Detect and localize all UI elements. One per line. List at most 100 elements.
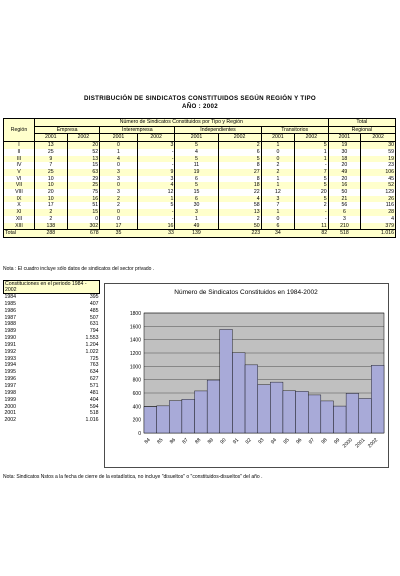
table-cell: 20 [34, 189, 68, 196]
table-cell: - [294, 215, 329, 223]
year-header: 2002 [66, 133, 101, 143]
y-tick-label: 800 [133, 378, 142, 384]
year-header: 2002 [217, 133, 262, 143]
x-tick-label: 89 [207, 437, 215, 445]
period-row: 1997 571 [4, 383, 100, 390]
bar [143, 406, 157, 434]
table-cell: 13 [217, 209, 262, 216]
bar [371, 365, 385, 434]
period-value: 1.022 [85, 348, 99, 355]
table-cell: 10 [34, 175, 68, 183]
table-cell: - [136, 155, 176, 163]
total-sub-header: Regional [327, 125, 397, 135]
bar [244, 364, 258, 434]
table-cell: 17 [34, 202, 68, 210]
period-row: 2000 594 [4, 404, 100, 411]
table-cell: 5 [174, 141, 219, 149]
table-cell: 15 [66, 209, 101, 216]
bar [206, 379, 220, 434]
table-cell: 9 [136, 168, 176, 176]
table-cell: 20 [327, 175, 362, 183]
table-cell: 50 [327, 189, 362, 196]
table-cell: 1 [99, 148, 138, 156]
sindicatos-bar-chart: Número de Sindicatos Constituidos en 198… [104, 283, 389, 468]
table-cell: 30 [174, 202, 219, 210]
table-cell: 28 [360, 209, 396, 216]
chart-title: Número de Sindicatos Constituidos en 198… [174, 289, 318, 296]
table-cell: - [136, 215, 176, 223]
bar [320, 400, 334, 434]
table-cell: 10 [34, 195, 68, 203]
table-cell: 12 [136, 189, 176, 196]
table-cell: 20 [327, 162, 362, 169]
table-cell: 49 [327, 168, 362, 176]
table-cell: 30 [327, 148, 362, 156]
table-cell: 0 [99, 182, 138, 190]
period-value: 571 [89, 382, 99, 389]
period-row: 1995 634 [4, 369, 100, 376]
year-header: 2001 [260, 133, 296, 143]
table-cell: 3 [136, 141, 176, 149]
y-tick-label: 200 [133, 418, 142, 424]
table-cell: 3 [327, 215, 362, 223]
period-row: 1988 631 [4, 321, 100, 328]
region-label: VIII [3, 189, 35, 196]
table-cell: 5 [294, 141, 329, 149]
bar [282, 390, 296, 434]
period-row: 2001 518 [4, 410, 100, 417]
bar [232, 352, 246, 434]
table-cell: 0 [260, 215, 296, 223]
region-label: V [3, 168, 35, 176]
table-cell: 2 [99, 202, 138, 210]
period-row: 1992 1.022 [4, 349, 100, 356]
table-cell: 0 [99, 162, 138, 169]
year-header: 2001 [174, 133, 219, 143]
x-tick-label: 87 [181, 437, 189, 445]
period-value: 395 [89, 294, 99, 300]
table-cell: 19 [174, 168, 219, 176]
period-year: 1994 [4, 362, 17, 369]
table-cell: 1 [136, 195, 176, 203]
table-cell: 30 [360, 141, 396, 149]
table-cell: 29 [66, 175, 101, 183]
table-cell: 51 [66, 202, 101, 210]
total-cell: 35 [115, 230, 122, 237]
table-cell: 58 [217, 202, 262, 210]
table-cell: 50 [217, 222, 262, 230]
region-label: IX [3, 195, 35, 203]
x-tick-label: 88 [194, 437, 202, 445]
table-cell: 9 [34, 155, 68, 163]
table-cell: 11 [294, 222, 329, 230]
period-year: 1984 [4, 294, 17, 300]
period-year: 1998 [4, 389, 17, 396]
year-header: 2001 [99, 133, 138, 143]
total-cell: 678 [90, 230, 99, 237]
table-cell: 5 [174, 155, 219, 163]
table-cell: 2 [260, 168, 296, 176]
table-cell: 25 [66, 182, 101, 190]
table-cell: 3 [99, 175, 138, 183]
x-tick-label: 85 [156, 437, 164, 445]
period-year: 1991 [4, 341, 17, 348]
period-year: 1988 [4, 321, 17, 328]
table-cell: 2 [34, 209, 68, 216]
table-cell: 13 [34, 141, 68, 149]
table-cell: 5 [294, 182, 329, 190]
table-cell: 0 [260, 155, 296, 163]
x-tick-label: 98 [320, 437, 328, 445]
table-cell: 1 [294, 155, 329, 163]
period-value: 518 [89, 410, 99, 417]
x-tick-label: 92 [245, 437, 253, 445]
period-row: 1986 485 [4, 308, 100, 315]
table-cell: 302 [66, 222, 101, 230]
period-row: 1984 395 [4, 294, 100, 301]
table-cell: 6 [327, 209, 362, 216]
table-cell: 1 [174, 215, 219, 223]
table-note: Nota : El cuadro incluye sólo datos de s… [3, 266, 155, 272]
table-cell: 2 [217, 215, 262, 223]
period-year: 1990 [4, 335, 17, 342]
x-tick-label: 95 [283, 437, 291, 445]
region-row: VIII 20 75 3 12 15 22 12 20 50 129 [3, 189, 396, 196]
period-row: 1985 407 [4, 301, 100, 308]
bar [295, 390, 309, 434]
